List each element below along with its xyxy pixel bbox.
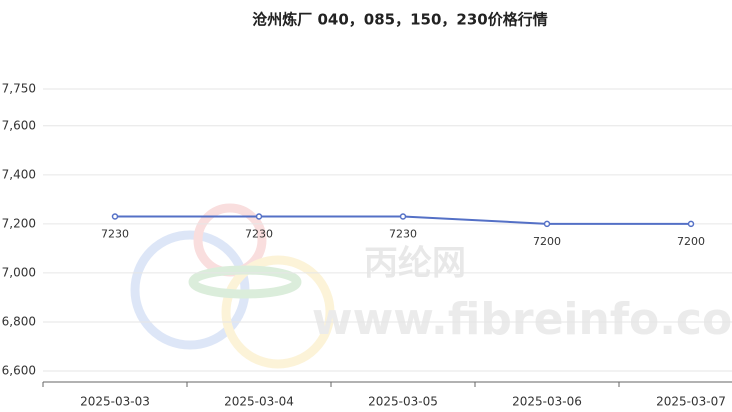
chart-title: 沧州炼厂 040，085，150，230价格行情 bbox=[252, 11, 547, 29]
y-tick-label: 6,800 bbox=[2, 314, 36, 328]
watermark: 丙纶网 bbox=[364, 244, 466, 284]
point bbox=[543, 220, 551, 228]
point bbox=[687, 220, 695, 228]
x-tick-label: 2025-03-03 bbox=[80, 395, 150, 409]
y-tick-label: 7,000 bbox=[2, 265, 36, 279]
x-tick-label: 2025-03-07 bbox=[656, 395, 726, 409]
logo bbox=[130, 203, 335, 369]
data-label: 7200 bbox=[533, 235, 561, 248]
data-label: 7230 bbox=[101, 228, 129, 241]
y-tick-label: 7,200 bbox=[2, 216, 36, 230]
watermark: www.fibreinfo.com bbox=[312, 294, 732, 345]
point bbox=[399, 213, 407, 220]
y-tick-label: 7,600 bbox=[2, 118, 36, 132]
x-tick-label: 2025-03-04 bbox=[224, 395, 294, 409]
y-tick-label: 6,600 bbox=[2, 364, 36, 378]
x-tick-label: 2025-03-05 bbox=[368, 395, 438, 409]
data-label: 7200 bbox=[677, 235, 705, 248]
point bbox=[111, 213, 119, 220]
data-label: 7230 bbox=[245, 228, 273, 241]
y-tick-label: 7,750 bbox=[2, 82, 36, 96]
x-tick-label: 2025-03-06 bbox=[512, 395, 582, 409]
point bbox=[255, 213, 263, 220]
data-label: 7230 bbox=[389, 228, 417, 241]
y-tick-label: 7,400 bbox=[2, 167, 36, 181]
